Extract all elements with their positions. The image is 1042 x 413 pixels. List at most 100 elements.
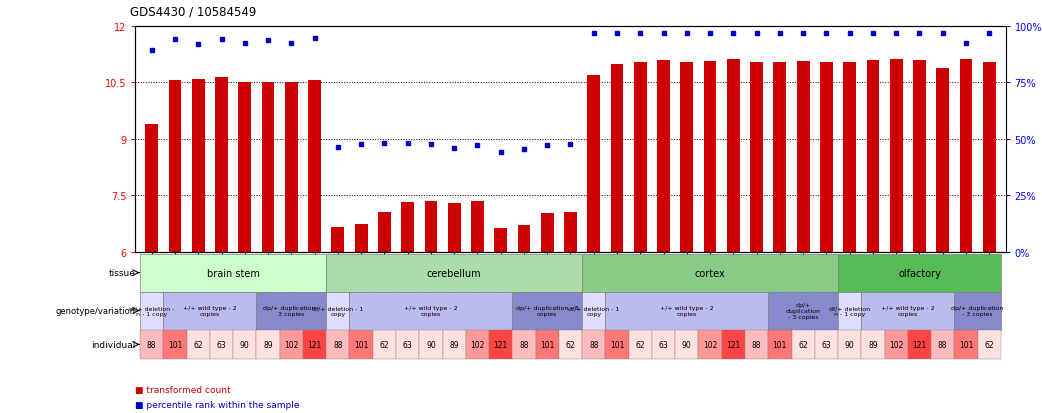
Bar — [284, 83, 298, 252]
Bar — [792, 330, 815, 359]
Bar — [954, 292, 1001, 330]
Text: +/+ wild type - 2
copies: +/+ wild type - 2 copies — [404, 306, 457, 316]
Bar — [169, 81, 181, 252]
Text: 90: 90 — [681, 340, 692, 349]
Text: 63: 63 — [217, 340, 226, 349]
Text: +/+ wild type - 2
copies: +/+ wild type - 2 copies — [660, 306, 714, 316]
Text: 88: 88 — [147, 340, 156, 349]
Bar — [885, 330, 908, 359]
Text: 90: 90 — [240, 340, 250, 349]
Bar — [494, 229, 507, 252]
Bar — [215, 78, 228, 252]
Bar — [513, 330, 536, 359]
Bar — [820, 62, 833, 252]
Text: 88: 88 — [938, 340, 947, 349]
Text: 62: 62 — [194, 340, 203, 349]
Bar — [419, 330, 443, 359]
Text: 88: 88 — [752, 340, 762, 349]
Bar — [913, 61, 926, 252]
Text: 102: 102 — [889, 340, 903, 349]
Bar — [164, 330, 187, 359]
Bar — [192, 79, 204, 252]
Text: 89: 89 — [449, 340, 458, 349]
Bar — [331, 228, 344, 252]
Text: 90: 90 — [845, 340, 854, 349]
Bar — [908, 330, 932, 359]
Bar — [443, 330, 466, 359]
Bar — [960, 60, 972, 252]
Text: dp/+ duplication - 3
copies: dp/+ duplication - 3 copies — [516, 306, 578, 316]
Bar — [424, 201, 438, 252]
Text: 63: 63 — [659, 340, 668, 349]
Bar — [326, 330, 349, 359]
Text: 101: 101 — [610, 340, 624, 349]
Bar — [750, 62, 763, 252]
Bar — [536, 330, 559, 359]
Bar — [140, 292, 164, 330]
Bar — [308, 81, 321, 252]
Bar — [703, 62, 717, 252]
Text: 62: 62 — [636, 340, 645, 349]
Bar — [680, 62, 693, 252]
Text: GDS4430 / 10584549: GDS4430 / 10584549 — [130, 6, 256, 19]
Bar — [326, 254, 582, 292]
Bar — [401, 202, 414, 252]
Bar — [890, 60, 902, 252]
Bar — [354, 225, 368, 252]
Bar — [582, 254, 838, 292]
Text: individual: individual — [92, 340, 135, 349]
Bar — [448, 203, 461, 252]
Bar — [605, 330, 628, 359]
Text: 102: 102 — [284, 340, 298, 349]
Text: 62: 62 — [985, 340, 994, 349]
Text: 121: 121 — [494, 340, 507, 349]
Bar — [611, 64, 623, 252]
Bar — [932, 330, 954, 359]
Bar — [326, 292, 349, 330]
Text: 102: 102 — [470, 340, 485, 349]
Bar — [983, 62, 996, 252]
Bar — [727, 60, 740, 252]
Text: ■ percentile rank within the sample: ■ percentile rank within the sample — [135, 400, 300, 409]
Text: 101: 101 — [773, 340, 787, 349]
Bar — [489, 330, 513, 359]
Text: dp/+ duplication -
3 copies: dp/+ duplication - 3 copies — [263, 306, 320, 316]
Text: 63: 63 — [403, 340, 413, 349]
Bar — [675, 330, 698, 359]
Bar — [698, 330, 722, 359]
Bar — [867, 61, 879, 252]
Text: 121: 121 — [913, 340, 926, 349]
Text: 121: 121 — [726, 340, 741, 349]
Text: +/+ wild type - 2
copies: +/+ wild type - 2 copies — [183, 306, 237, 316]
Text: +/+ wild type - 2
copies: +/+ wild type - 2 copies — [880, 306, 935, 316]
Text: genotype/variation: genotype/variation — [56, 306, 135, 316]
Bar — [977, 330, 1001, 359]
Bar — [256, 292, 326, 330]
Bar — [838, 330, 862, 359]
Bar — [773, 62, 787, 252]
Bar — [140, 330, 164, 359]
Bar — [605, 292, 768, 330]
Text: cerebellum: cerebellum — [427, 268, 481, 278]
Bar — [187, 330, 209, 359]
Bar — [768, 292, 838, 330]
Text: df/+ deletion - 1
copy: df/+ deletion - 1 copy — [313, 306, 364, 316]
Text: 101: 101 — [540, 340, 554, 349]
Text: tissue: tissue — [109, 268, 135, 278]
Text: 88: 88 — [333, 340, 343, 349]
Text: 121: 121 — [307, 340, 322, 349]
Bar — [582, 330, 605, 359]
Bar — [722, 330, 745, 359]
Text: 88: 88 — [589, 340, 598, 349]
Text: df/+ deletion -
n - 1 copy: df/+ deletion - n - 1 copy — [129, 306, 174, 316]
Text: 90: 90 — [426, 340, 436, 349]
Bar — [209, 330, 233, 359]
Bar — [378, 213, 391, 252]
Bar — [373, 330, 396, 359]
Bar — [954, 330, 977, 359]
Bar — [815, 330, 838, 359]
Bar — [652, 330, 675, 359]
Text: dp/+ duplication
- 3 copies: dp/+ duplication - 3 copies — [951, 306, 1003, 316]
Bar — [862, 292, 954, 330]
Bar — [233, 330, 256, 359]
